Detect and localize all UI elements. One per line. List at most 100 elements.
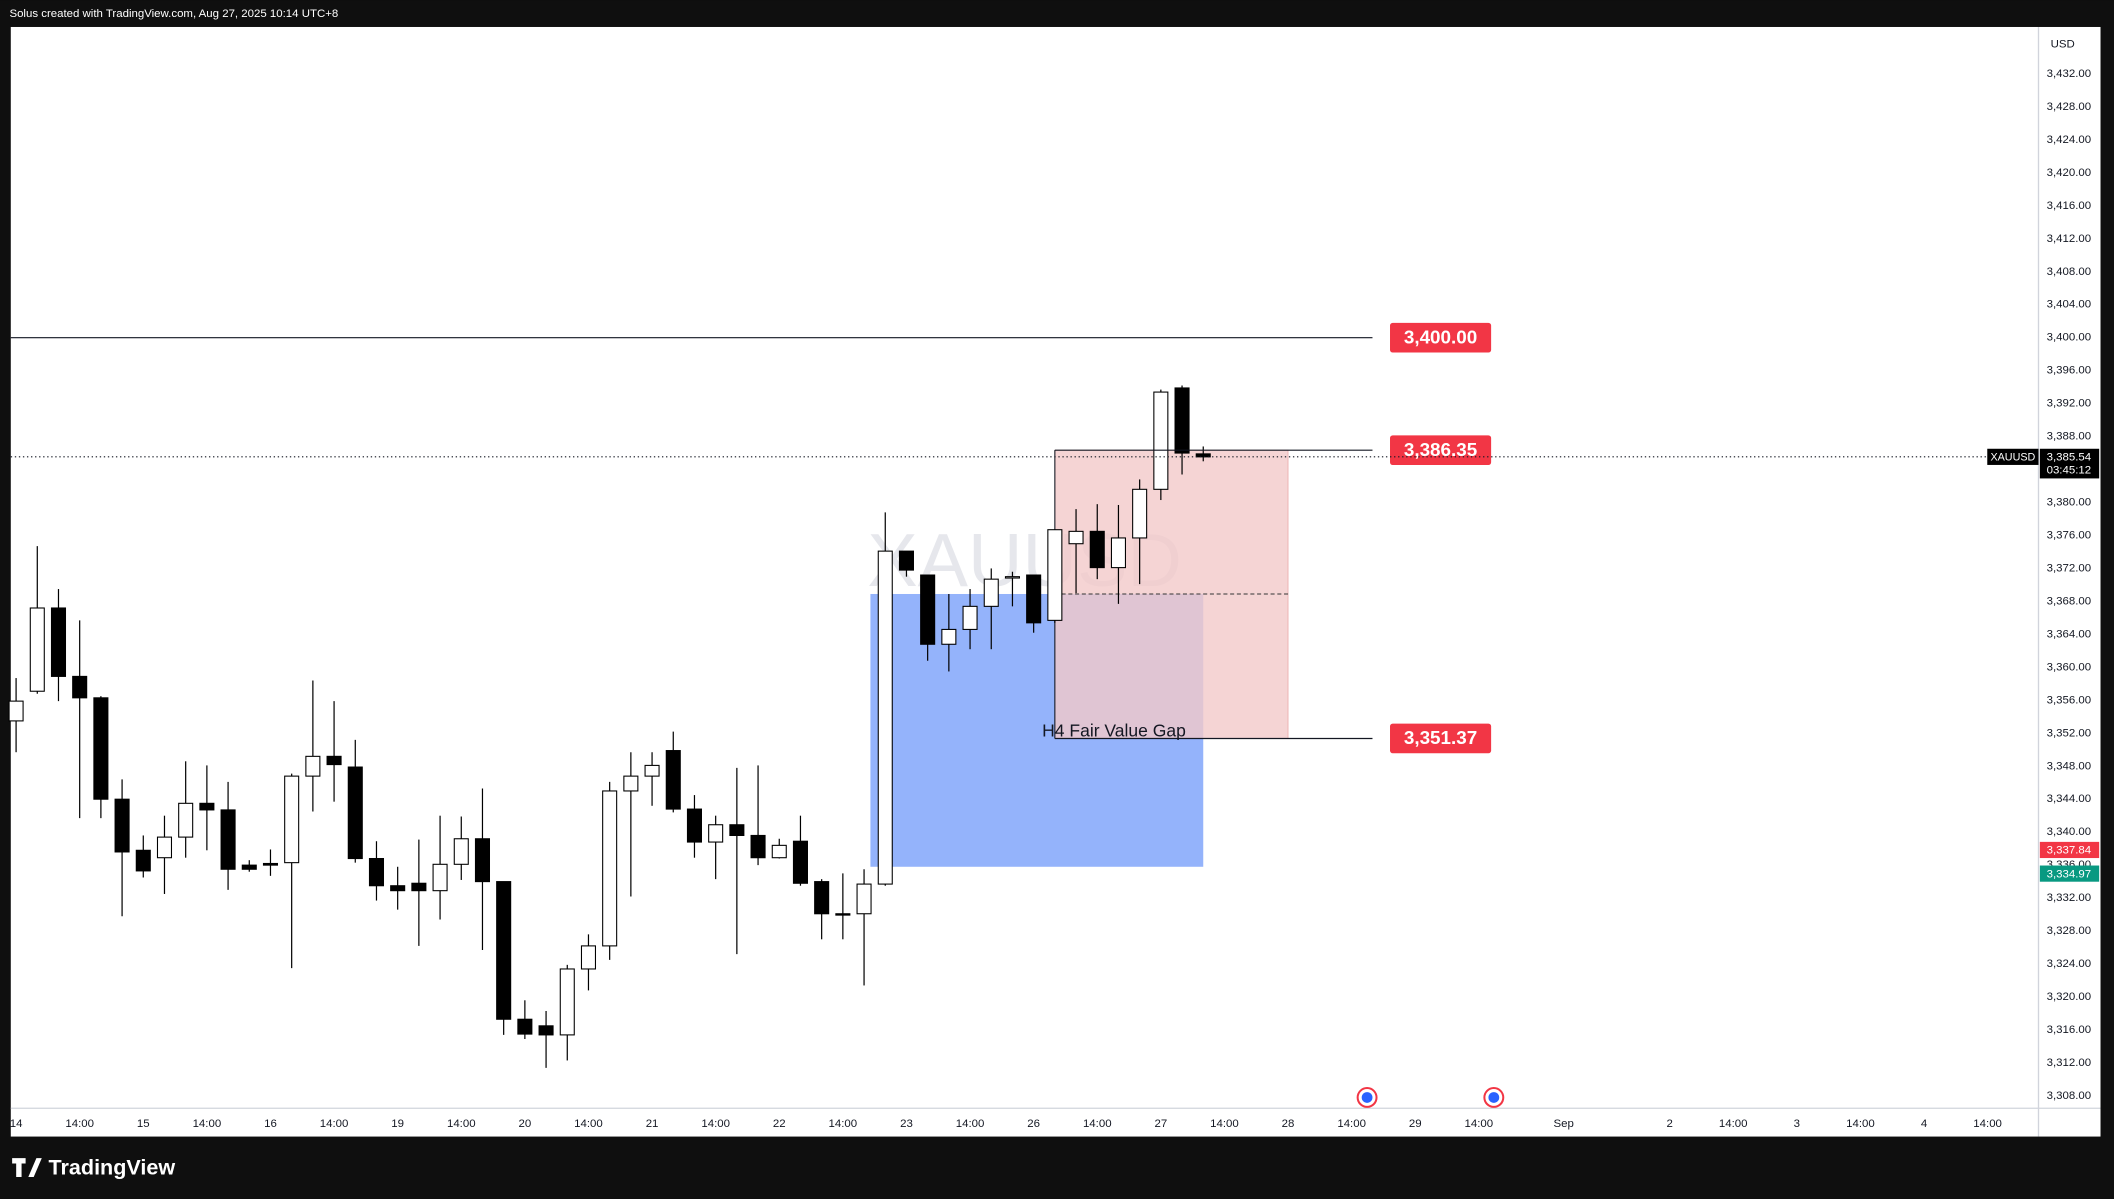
x-tick-label: 4 — [1921, 1118, 1928, 1130]
candle-body — [538, 1025, 554, 1036]
candle-body — [771, 844, 787, 859]
y-tick-label: 3,348.00 — [2047, 760, 2092, 772]
candle-body — [241, 864, 257, 870]
x-tick-label: 16 — [264, 1118, 277, 1130]
price-label: 3,337.84 — [2047, 845, 2092, 857]
x-tick-label: 29 — [1409, 1118, 1422, 1130]
candle-body — [941, 628, 957, 645]
level-label: 3,400.00 — [1404, 326, 1477, 347]
fvg-label: H4 Fair Value Gap — [1042, 720, 1186, 740]
candle-body — [835, 913, 851, 916]
y-tick-label: 3,396.00 — [2047, 365, 2092, 377]
x-tick-label: 14:00 — [193, 1118, 222, 1130]
x-tick-label: 27 — [1154, 1118, 1167, 1130]
candle-body — [1047, 529, 1063, 621]
header-text: Solus created with TradingView.com, Aug … — [9, 8, 338, 20]
x-tick-label: 14:00 — [1973, 1118, 2002, 1130]
symbol-label-box — [1987, 448, 2039, 465]
candle-body — [898, 550, 914, 571]
x-tick-label: 19 — [391, 1118, 404, 1130]
candle-body — [708, 824, 724, 843]
candle-body — [1195, 453, 1211, 458]
y-tick-label: 3,376.00 — [2047, 530, 2092, 542]
y-tick-label: 3,352.00 — [2047, 727, 2092, 739]
candle-body — [814, 881, 830, 915]
logo-icon — [12, 1158, 42, 1178]
y-tick-label: 3,372.00 — [2047, 562, 2092, 574]
y-tick-label: 3,332.00 — [2047, 892, 2092, 904]
y-tick-label: 3,368.00 — [2047, 595, 2092, 607]
candle-body — [983, 578, 999, 607]
candle-body — [1026, 574, 1042, 624]
candle-body — [72, 675, 88, 699]
x-tick-label: 14:00 — [701, 1118, 730, 1130]
y-tick-label: 3,400.00 — [2047, 332, 2092, 344]
candle-body — [262, 862, 279, 866]
candle-body — [347, 766, 363, 860]
candle-body — [920, 574, 936, 645]
event-icon-inner — [1361, 1092, 1373, 1103]
candle-body — [559, 968, 575, 1036]
x-tick-label: 14:00 — [1846, 1118, 1875, 1130]
x-tick-label: 14:00 — [829, 1118, 858, 1130]
x-tick-label: 14:00 — [1465, 1118, 1494, 1130]
candle-body — [432, 863, 448, 892]
level-label: 3,351.37 — [1404, 727, 1477, 748]
x-tick-label: 14:00 — [447, 1118, 476, 1130]
x-tick-label: Sep — [1553, 1118, 1573, 1130]
candle-body — [1132, 488, 1148, 539]
y-tick-label: 3,412.00 — [2047, 233, 2092, 245]
candle-body — [199, 802, 215, 811]
candle-body — [411, 882, 427, 892]
candle-body — [453, 838, 469, 865]
candle-body — [686, 808, 702, 843]
x-tick-label: 15 — [137, 1118, 150, 1130]
countdown-label: 03:45:12 — [2047, 464, 2092, 476]
x-tick-label: 22 — [773, 1118, 786, 1130]
x-tick-label: 21 — [646, 1118, 659, 1130]
event-icon-inner — [1488, 1092, 1500, 1103]
level-label-box — [1390, 435, 1492, 466]
candle-body — [856, 883, 872, 915]
y-tick-label: 3,308.00 — [2047, 1090, 2092, 1102]
y-tick-label: 3,428.00 — [2047, 101, 2092, 113]
y-tick-label: 3,340.00 — [2047, 826, 2092, 838]
candle-body — [178, 802, 194, 838]
level-label-box — [1390, 322, 1492, 353]
candle-body — [50, 607, 67, 677]
y-tick-label: 3,432.00 — [2047, 68, 2092, 80]
y-tick-label: 3,404.00 — [2047, 299, 2092, 311]
candle-body — [220, 809, 236, 870]
candle-body — [1068, 530, 1084, 545]
candle-body — [29, 607, 45, 692]
candle-body — [1153, 391, 1169, 490]
x-tick-label: 14:00 — [65, 1118, 94, 1130]
y-tick-label: 3,328.00 — [2047, 925, 2092, 937]
candle-body — [962, 605, 978, 630]
x-tick-label: 14 — [10, 1118, 23, 1130]
candle-body — [156, 836, 173, 859]
candle-body — [729, 824, 745, 836]
candle-body — [1089, 530, 1105, 569]
y-tick-label: 3,392.00 — [2047, 398, 2092, 410]
y-tick-label: 3,420.00 — [2047, 167, 2092, 179]
candle-body — [1174, 387, 1190, 454]
y-tick-label: 3,380.00 — [2047, 497, 2092, 509]
level-label-box — [1390, 723, 1492, 754]
x-tick-label: 14:00 — [320, 1118, 349, 1130]
y-tick-label: 3,324.00 — [2047, 958, 2092, 970]
x-tick-label: 3 — [1794, 1118, 1800, 1130]
candle-body — [1110, 537, 1126, 569]
y-tick-label: 3,408.00 — [2047, 266, 2092, 278]
candle-body — [368, 857, 385, 887]
y-tick-label: 3,424.00 — [2047, 134, 2092, 146]
candle-body — [1004, 576, 1020, 579]
symbol-label: XAUUSD — [1990, 451, 2035, 463]
x-tick-label: 14:00 — [1083, 1118, 1112, 1130]
x-tick-label: 14:00 — [1210, 1118, 1239, 1130]
y-tick-label: 3,344.00 — [2047, 793, 2092, 805]
y-tick-label: 3,388.00 — [2047, 431, 2092, 443]
candle-body — [665, 750, 681, 810]
